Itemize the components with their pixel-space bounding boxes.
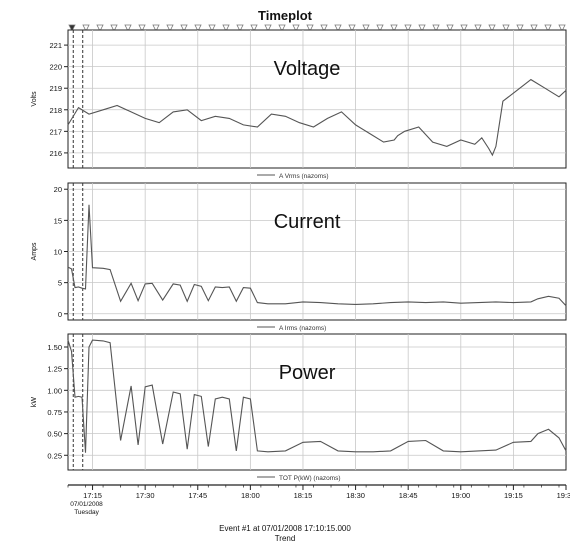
timeplot-chart: 216 217 218 219 220 221 Volts Voltage A Vrms (na…	[31, 24, 570, 516]
event-marker-icon	[222, 24, 230, 32]
power-legend-entry: TOT P(kW) (nazoms)	[279, 475, 341, 482]
event-marker-icon	[68, 24, 76, 32]
event-marker-icon	[278, 24, 286, 32]
event-marker-icon	[404, 24, 412, 32]
y-tick-label: 15	[54, 216, 62, 225]
event-marker-icon	[418, 24, 426, 32]
y-tick-label: 0.75	[47, 408, 62, 417]
event-marker-icon	[362, 24, 370, 32]
y-tick-label: 221	[49, 41, 62, 50]
event-marker-icon	[376, 24, 384, 32]
y-tick-label: 218	[49, 106, 62, 115]
event-marker-icon	[432, 24, 440, 32]
event-marker-icon	[348, 24, 356, 32]
event-marker-icon	[180, 24, 188, 32]
event-marker-icon	[446, 24, 454, 32]
event-marker-icon	[194, 24, 202, 32]
y-tick-label: 1.25	[47, 365, 62, 374]
event-marker-icon	[236, 24, 244, 32]
event-marker-icon	[558, 24, 566, 32]
event-marker-icon	[124, 24, 132, 32]
time-axis-tick-label: 19:15	[504, 491, 523, 500]
time-axis-day-label: Tuesday	[74, 509, 99, 516]
event-marker-icon	[306, 24, 314, 32]
current-chart-title: Current	[274, 211, 341, 233]
time-axis-tick-label: 19:00	[451, 491, 470, 500]
event-marker-icon	[530, 24, 538, 32]
time-axis-date-label: 07/01/2008	[70, 501, 103, 508]
event-marker-icon	[138, 24, 146, 32]
y-tick-label: 220	[49, 63, 62, 72]
event-marker-icon	[82, 24, 90, 32]
event-marker-icon	[110, 24, 118, 32]
y-tick-label: 20	[54, 185, 62, 194]
voltage-plot-frame	[67, 29, 567, 169]
time-axis-tick-label: 18:30	[346, 491, 365, 500]
event-marker-icon	[516, 24, 524, 32]
time-axis-tick-label: 17:15	[83, 491, 102, 500]
trend-label: Trend	[274, 534, 296, 543]
power-chart-title: Power	[279, 362, 336, 384]
time-axis-tick-label: 18:45	[399, 491, 418, 500]
voltage-chart-title: Voltage	[274, 58, 341, 80]
event-marker-icon	[544, 24, 552, 32]
voltage-y-axis-label: Volts	[31, 91, 38, 107]
power-series-line	[67, 339, 567, 453]
event-marker-icon	[96, 24, 104, 32]
current-legend-entry: A Irms (nazoms)	[279, 325, 326, 332]
event-marker-icon	[250, 24, 258, 32]
y-tick-label: 0.25	[47, 451, 62, 460]
event-marker-icon	[460, 24, 468, 32]
power-plot-frame	[67, 333, 567, 471]
event-marker-icon	[166, 24, 174, 32]
time-axis-tick-label: 18:00	[241, 491, 260, 500]
current-y-axis-label: Amps	[31, 242, 38, 260]
y-tick-label: 216	[49, 149, 62, 158]
y-tick-label: 0.50	[47, 430, 62, 439]
y-tick-label: 5	[58, 279, 62, 288]
y-tick-label: 217	[49, 127, 62, 136]
event-marker-icon	[208, 24, 216, 32]
event-marker-icon	[264, 24, 272, 32]
time-axis-tick-label: 19:30	[557, 491, 570, 500]
y-tick-label: 219	[49, 84, 62, 93]
y-tick-label: 0	[58, 310, 62, 319]
event-marker-icon	[320, 24, 328, 32]
power-y-axis-label: kW	[31, 397, 38, 408]
event-marker-icon	[502, 24, 510, 32]
time-axis-tick-label: 17:30	[136, 491, 155, 500]
event-marker-icon	[292, 24, 300, 32]
event-marker-icon	[474, 24, 482, 32]
time-axis-tick-label: 17:45	[188, 491, 207, 500]
event-marker-icon	[152, 24, 160, 32]
time-axis-tick-label: 18:15	[294, 491, 313, 500]
current-series-line	[67, 204, 567, 307]
voltage-series-line	[67, 78, 567, 157]
event-label: Event #1 at 07/01/2008 17:10:15.000	[219, 524, 351, 533]
voltage-legend-entry: A Vrms (nazoms)	[279, 173, 329, 180]
y-tick-label: 1.00	[47, 386, 62, 395]
page-title: Timeplot	[258, 8, 312, 23]
event-marker-icon	[390, 24, 398, 32]
y-tick-label: 1.50	[47, 343, 62, 352]
event-marker-icon	[334, 24, 342, 32]
event-marker-icon	[488, 24, 496, 32]
y-tick-label: 10	[54, 248, 62, 257]
